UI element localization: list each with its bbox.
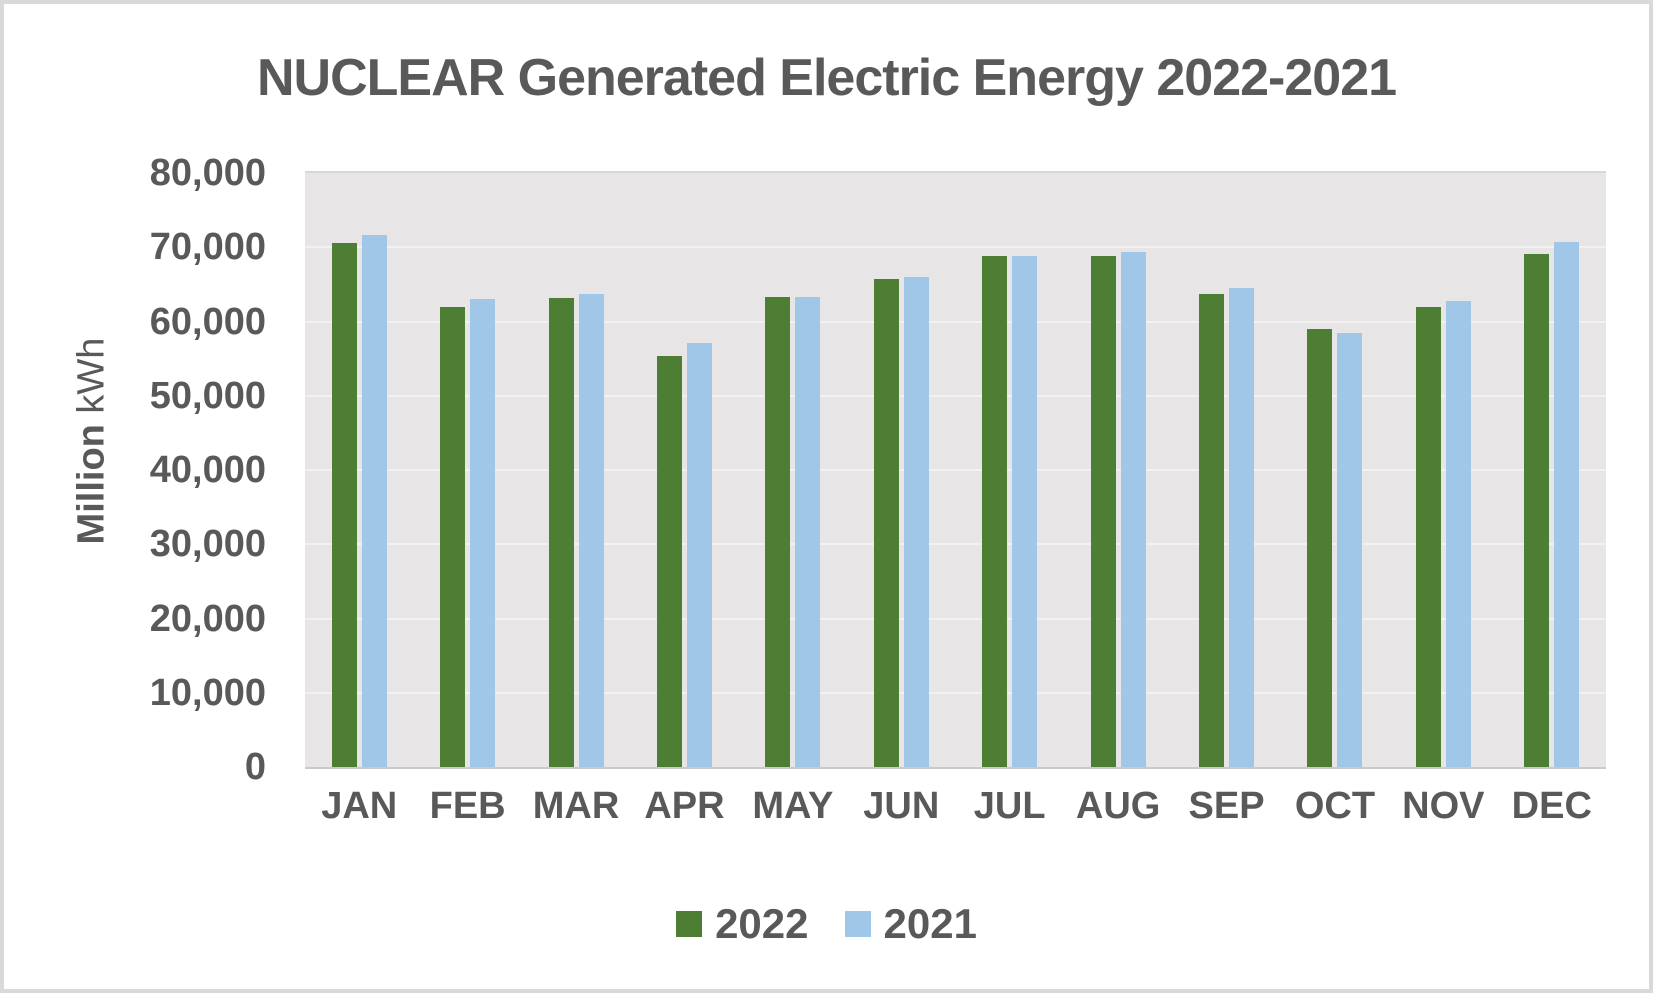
- bar-2022-sep: [1199, 294, 1225, 767]
- bar-2022-dec: [1524, 254, 1550, 767]
- gridline-70000: [305, 246, 1606, 249]
- bar-2022-jun: [873, 279, 899, 767]
- bar-2021-dec: [1554, 242, 1580, 767]
- gridline-20000: [305, 617, 1606, 620]
- chart-title: NUCLEAR Generated Electric Energy 2022-2…: [256, 49, 1397, 107]
- bar-2022-jul: [982, 256, 1008, 767]
- legend-item-2022: 2022: [676, 900, 809, 948]
- y-tick-label-80000: 80,000: [149, 152, 266, 194]
- bar-2021-aug: [1120, 252, 1146, 767]
- bar-2022-feb: [440, 307, 466, 767]
- bar-2021-nov: [1445, 301, 1471, 767]
- bar-2022-mar: [548, 298, 574, 767]
- bar-2021-jul: [1012, 256, 1038, 767]
- x-label-apr: APR: [644, 785, 725, 827]
- gridline-40000: [305, 469, 1606, 471]
- bar-2022-may: [765, 297, 791, 767]
- legend-label-2022: 2022: [715, 900, 809, 947]
- x-label-nov: NOV: [1402, 785, 1485, 827]
- legend-swatch-2021: [844, 911, 871, 937]
- x-label-oct: OCT: [1294, 785, 1376, 827]
- bar-2021-oct: [1337, 333, 1363, 767]
- legend-label-2021: 2021: [883, 900, 977, 947]
- y-axis-tick-labels: 0 10,000 20,000 30,000 40,000 50,000 60,000 70,…: [4, 4, 266, 989]
- x-label-may: MAY: [752, 785, 834, 827]
- gridline-30000: [305, 543, 1606, 546]
- x-label-mar: MAR: [532, 785, 620, 827]
- bar-2021-may: [795, 297, 821, 767]
- gridline-10000: [305, 691, 1606, 694]
- plot-area: [305, 171, 1606, 769]
- x-label-feb: FEB: [429, 785, 506, 827]
- y-tick-label-10000: 10,000: [149, 671, 266, 714]
- legend-item-2021: 2021: [844, 900, 977, 948]
- bar-2022-apr: [656, 356, 682, 767]
- bar-2021-apr: [686, 343, 712, 767]
- gridline-60000: [305, 320, 1606, 323]
- x-label-jun: JUN: [863, 785, 940, 827]
- bar-2021-feb: [470, 299, 496, 767]
- legend: 2022 2021: [4, 900, 1649, 948]
- gridline-50000: [305, 394, 1606, 397]
- y-tick-label-60000: 60,000: [149, 300, 266, 343]
- y-tick-label-0: 0: [244, 746, 266, 788]
- bar-2021-sep: [1229, 288, 1255, 767]
- bar-2022-aug: [1090, 256, 1116, 767]
- y-tick-label-50000: 50,000: [149, 374, 266, 417]
- legend-swatch-2022: [676, 911, 703, 937]
- y-tick-label-40000: 40,000: [149, 449, 266, 491]
- bar-2021-jan: [361, 235, 387, 767]
- bar-2022-oct: [1307, 329, 1333, 767]
- y-tick-label-70000: 70,000: [149, 226, 266, 269]
- y-tick-label-20000: 20,000: [149, 597, 266, 640]
- bar-2021-mar: [578, 294, 604, 767]
- bar-2021-jun: [903, 277, 929, 767]
- bar-2022-nov: [1415, 307, 1441, 767]
- x-label-jan: JAN: [321, 785, 398, 827]
- x-axis-labels: JAN FEB MAR APR MAY JUN JUL AUG SEP OCT NOV DEC: [305, 785, 1606, 831]
- x-label-aug: AUG: [1075, 785, 1161, 827]
- x-label-dec: DEC: [1511, 785, 1592, 827]
- bar-2022-jan: [331, 243, 357, 767]
- y-tick-label-30000: 30,000: [149, 523, 266, 566]
- x-label-sep: SEP: [1188, 785, 1265, 827]
- x-label-jul: JUL: [973, 785, 1046, 827]
